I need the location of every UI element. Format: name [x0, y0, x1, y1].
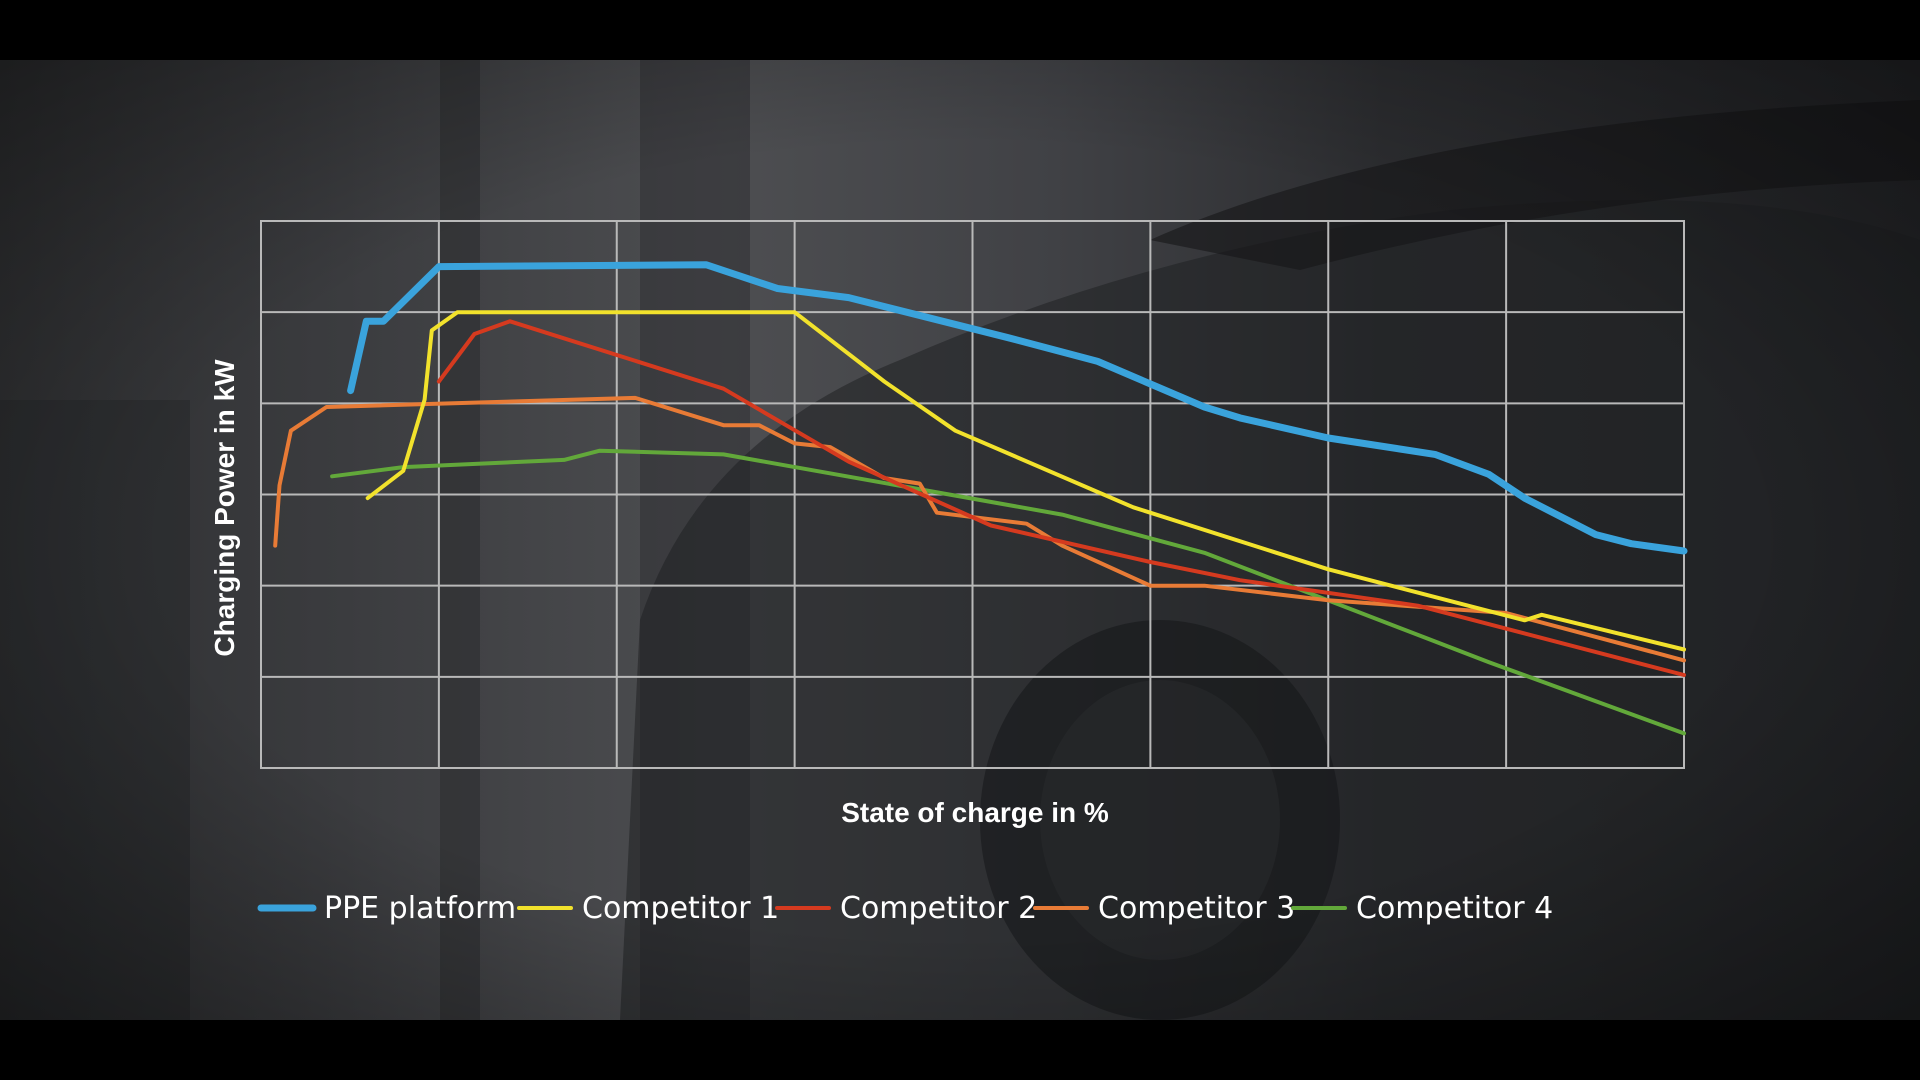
legend-item-ppe-platform: PPE platform [257, 891, 516, 926]
legend-label: Competitor 3 [1098, 891, 1295, 926]
series-line-ppe-platform [347, 261, 1688, 555]
video-frame: State of charge in % Charging Power in k… [0, 60, 1920, 1020]
legend-label: Competitor 4 [1356, 891, 1553, 926]
series-line-competitor-2 [436, 319, 1686, 677]
legend-label: Competitor 2 [840, 891, 1037, 926]
legend-item-competitor-2: Competitor 2 [775, 891, 1037, 926]
charging-power-chart: State of charge in % Charging Power in k… [209, 220, 1688, 926]
chart-legend: PPE platform Competitor 1 Competitor 2 Comp… [257, 891, 1553, 926]
y-axis-title: Charging Power in kW [209, 359, 240, 657]
legend-label: Competitor 1 [582, 891, 779, 926]
legend-item-competitor-3: Competitor 3 [1033, 891, 1295, 926]
legend-item-competitor-1: Competitor 1 [517, 891, 779, 926]
chart-series [273, 261, 1688, 736]
series-line-competitor-1 [365, 310, 1686, 652]
legend-label: PPE platform [324, 891, 516, 926]
series-line-competitor-4 [330, 448, 1686, 736]
x-axis-title: State of charge in % [841, 797, 1109, 828]
legend-item-competitor-4: Competitor 4 [1291, 891, 1553, 926]
chart-grid [260, 220, 1685, 769]
